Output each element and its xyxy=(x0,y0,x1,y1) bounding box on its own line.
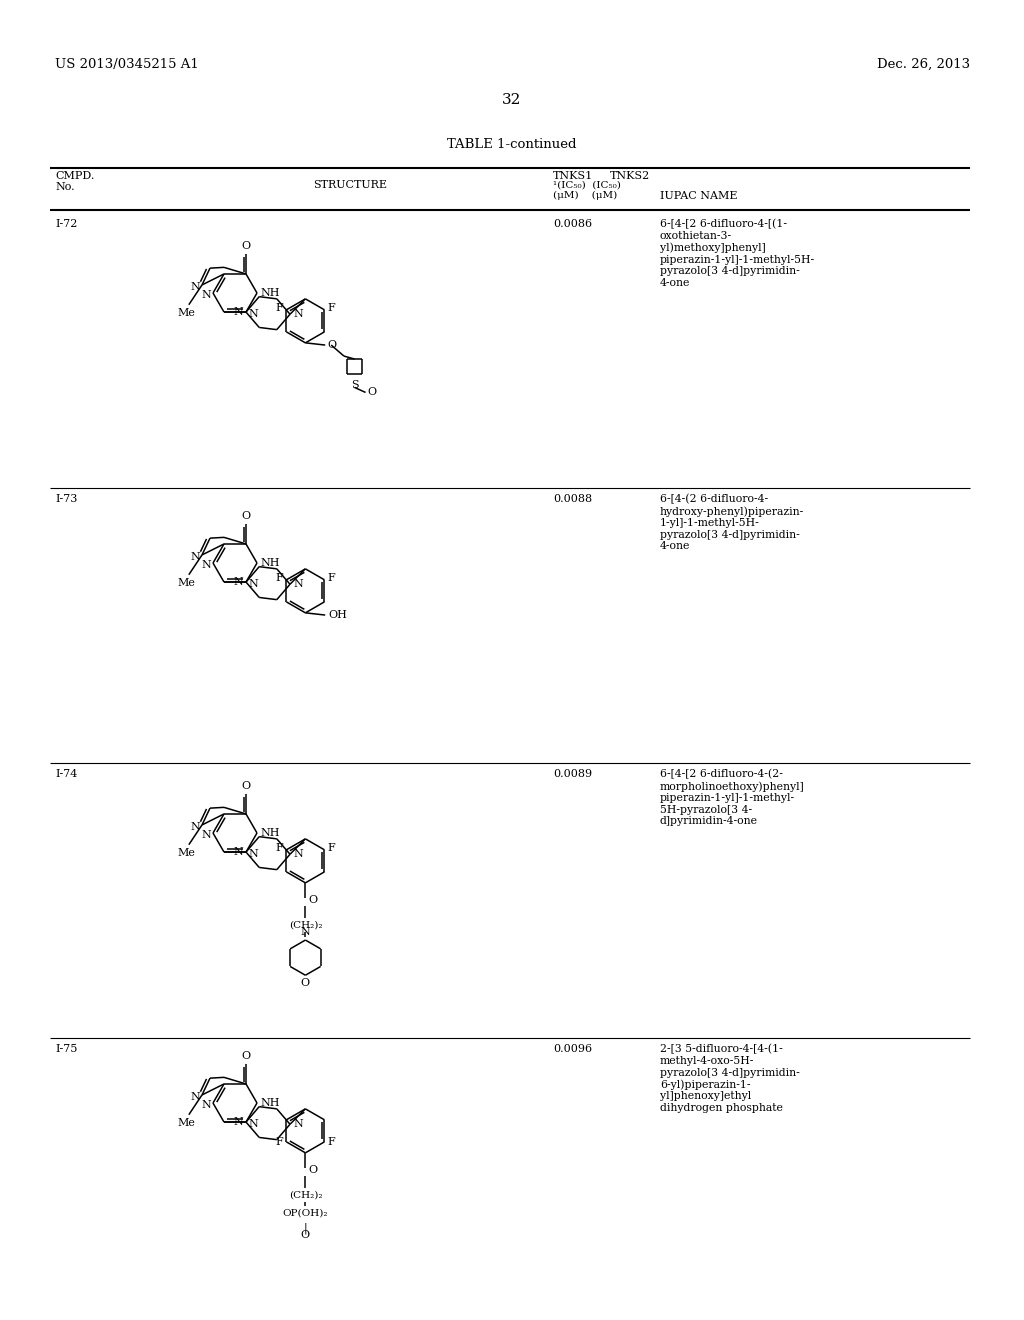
Text: OP(OH)₂: OP(OH)₂ xyxy=(283,1208,328,1217)
Text: 2-[3 5-difluoro-4-[4-(1-
methyl-4-oxo-5H-
pyrazolo[3 4-d]pyrimidin-
6-yl)piperaz: 2-[3 5-difluoro-4-[4-(1- methyl-4-oxo-5H… xyxy=(660,1044,800,1113)
Text: N: N xyxy=(202,830,211,840)
Text: I-73: I-73 xyxy=(55,494,78,504)
Text: 0.0088: 0.0088 xyxy=(553,494,592,504)
Text: O: O xyxy=(368,388,377,397)
Text: Me: Me xyxy=(178,578,196,587)
Text: N: N xyxy=(248,309,258,319)
Text: Me: Me xyxy=(178,847,196,858)
Text: 0.0089: 0.0089 xyxy=(553,770,592,779)
Text: I-75: I-75 xyxy=(55,1044,78,1053)
Text: 0.0096: 0.0096 xyxy=(553,1044,592,1053)
Text: O: O xyxy=(301,978,310,989)
Text: N: N xyxy=(300,927,310,937)
Text: N: N xyxy=(202,1100,211,1110)
Text: F: F xyxy=(275,1137,284,1147)
Text: US 2013/0345215 A1: US 2013/0345215 A1 xyxy=(55,58,199,71)
Text: I-74: I-74 xyxy=(55,770,78,779)
Text: O: O xyxy=(242,1051,251,1061)
Text: N: N xyxy=(248,1119,258,1129)
Text: F: F xyxy=(328,1137,335,1147)
Text: |: | xyxy=(303,1222,307,1234)
Text: O: O xyxy=(242,781,251,791)
Text: N: N xyxy=(248,579,258,589)
Text: N: N xyxy=(233,1117,243,1127)
Text: N: N xyxy=(190,282,200,292)
Text: TABLE 1-continued: TABLE 1-continued xyxy=(447,139,577,150)
Text: O: O xyxy=(242,242,251,251)
Text: F: F xyxy=(275,843,284,853)
Text: 6-[4-[2 6-difluoro-4-(2-
morpholinoethoxy)phenyl]
piperazin-1-yl]-1-methyl-
5H-p: 6-[4-[2 6-difluoro-4-(2- morpholinoethox… xyxy=(660,770,805,826)
Text: N: N xyxy=(190,1092,200,1102)
Text: N: N xyxy=(233,308,243,317)
Text: F: F xyxy=(275,302,284,313)
Text: (CH₂)₂: (CH₂)₂ xyxy=(289,1191,323,1199)
Text: O: O xyxy=(328,341,336,350)
Text: NH: NH xyxy=(260,1098,280,1107)
Text: O: O xyxy=(308,1166,317,1175)
Text: N: N xyxy=(293,1119,303,1129)
Text: CMPD.: CMPD. xyxy=(55,172,94,181)
Text: NH: NH xyxy=(260,288,280,298)
Text: OH: OH xyxy=(329,610,347,620)
Text: Me: Me xyxy=(178,308,196,318)
Text: ¹(IC₅₀)  (IC₅₀): ¹(IC₅₀) (IC₅₀) xyxy=(553,181,621,190)
Text: N: N xyxy=(190,822,200,832)
Text: STRUCTURE: STRUCTURE xyxy=(313,180,387,190)
Text: TNKS2: TNKS2 xyxy=(610,172,650,181)
Text: N: N xyxy=(248,849,258,859)
Text: F: F xyxy=(328,302,335,313)
Text: N: N xyxy=(202,290,211,300)
Text: O: O xyxy=(301,1230,310,1239)
Text: N: N xyxy=(202,560,211,570)
Text: N: N xyxy=(293,849,303,859)
Text: S: S xyxy=(351,380,358,391)
Text: 6-[4-(2 6-difluoro-4-
hydroxy-phenyl)piperazin-
1-yl]-1-methyl-5H-
pyrazolo[3 4-: 6-[4-(2 6-difluoro-4- hydroxy-phenyl)pip… xyxy=(660,494,804,552)
Text: F: F xyxy=(328,843,335,853)
Text: NH: NH xyxy=(260,558,280,568)
Text: 6-[4-[2 6-difluoro-4-[(1-
oxothietan-3-
yl)methoxy]phenyl]
piperazin-1-yl]-1-met: 6-[4-[2 6-difluoro-4-[(1- oxothietan-3- … xyxy=(660,219,815,288)
Text: (CH₂)₂: (CH₂)₂ xyxy=(289,920,323,929)
Text: N: N xyxy=(293,579,303,589)
Text: IUPAC NAME: IUPAC NAME xyxy=(660,191,737,201)
Text: N: N xyxy=(233,847,243,857)
Text: O: O xyxy=(242,511,251,521)
Text: N: N xyxy=(293,309,303,319)
Text: (μM)    (μM): (μM) (μM) xyxy=(553,191,617,201)
Text: N: N xyxy=(233,577,243,587)
Text: 32: 32 xyxy=(503,92,521,107)
Text: Me: Me xyxy=(178,1118,196,1127)
Text: 0.0086: 0.0086 xyxy=(553,219,592,228)
Text: I-72: I-72 xyxy=(55,219,78,228)
Text: No.: No. xyxy=(55,182,75,191)
Text: F: F xyxy=(328,573,335,583)
Text: F: F xyxy=(275,573,284,583)
Text: N: N xyxy=(190,552,200,562)
Text: Dec. 26, 2013: Dec. 26, 2013 xyxy=(877,58,970,71)
Text: O: O xyxy=(308,895,317,906)
Text: NH: NH xyxy=(260,828,280,838)
Text: TNKS1: TNKS1 xyxy=(553,172,593,181)
